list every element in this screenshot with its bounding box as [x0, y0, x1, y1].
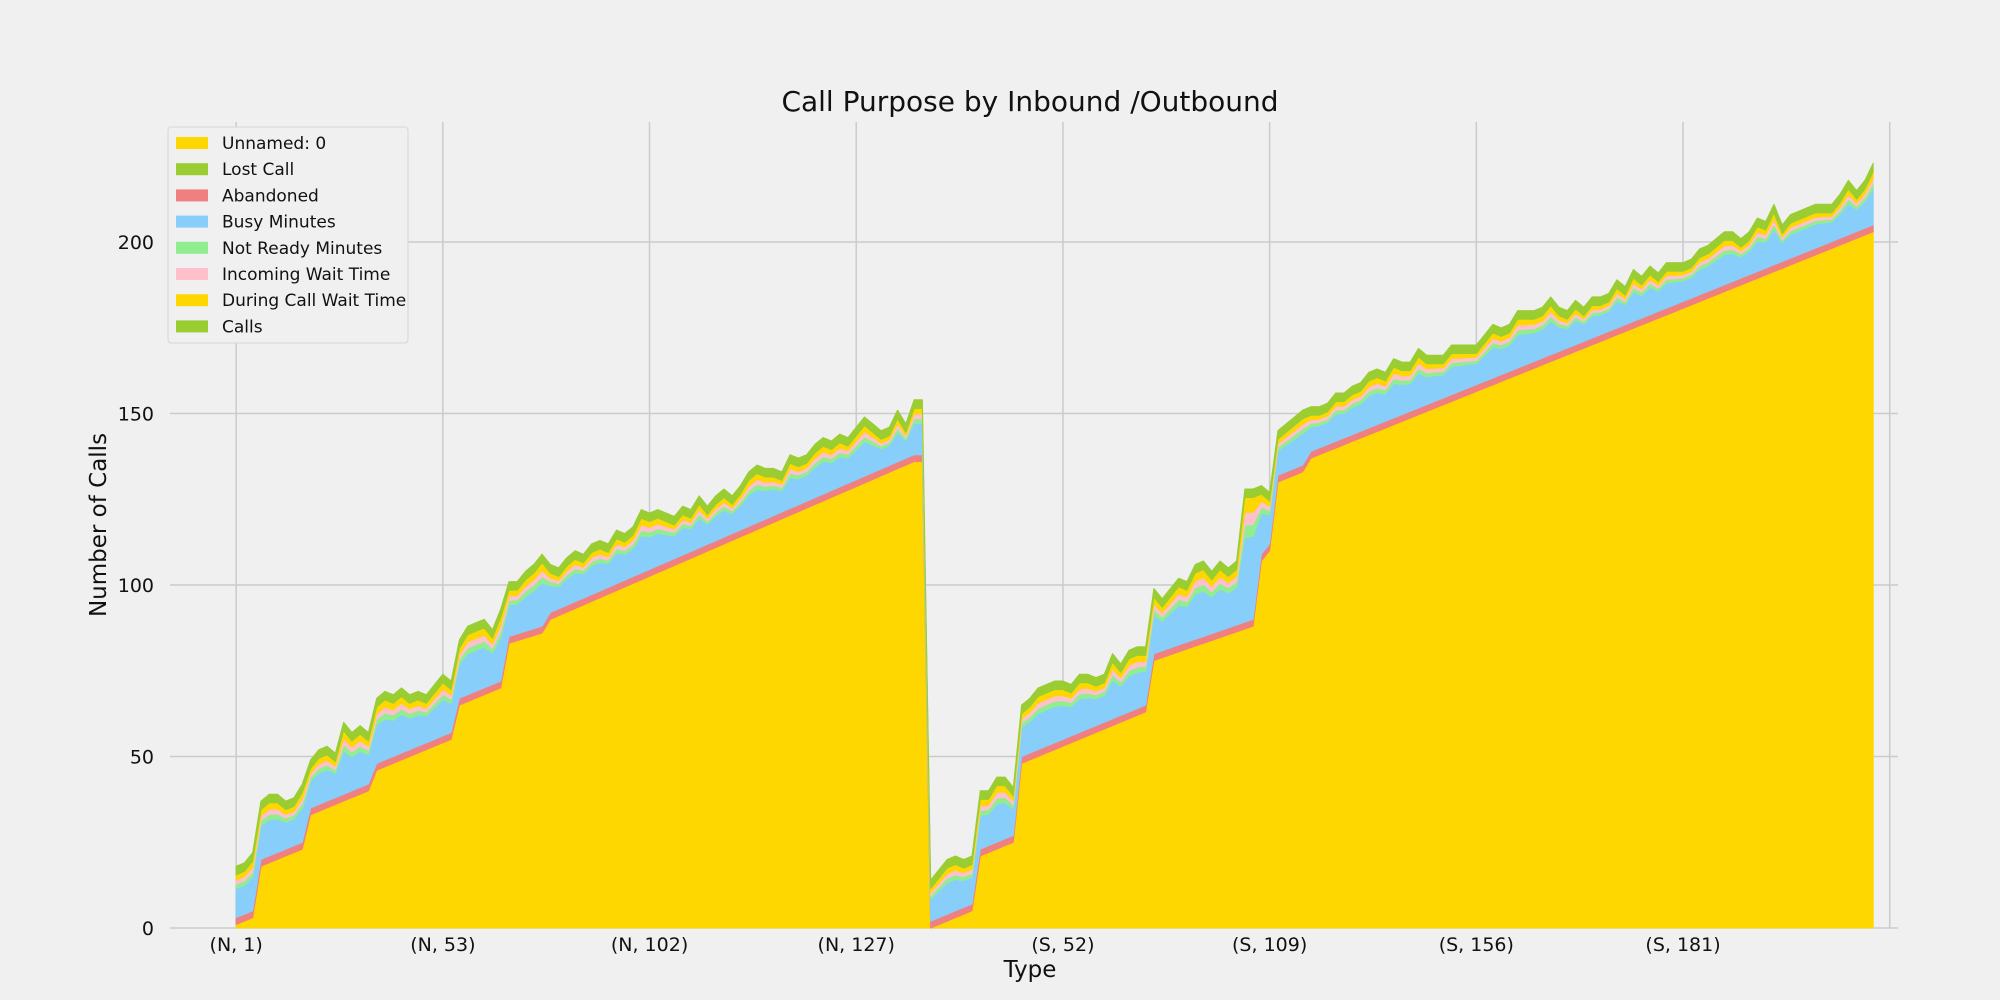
legend-item: Not Ready Minutes — [176, 239, 382, 259]
y-tick-label: 0 — [142, 918, 154, 940]
x-tick-label: (N, 102) — [611, 934, 688, 956]
x-tick-label: (N, 53) — [410, 934, 475, 956]
legend-label: Not Ready Minutes — [222, 239, 382, 259]
area-calls — [235, 162, 1874, 890]
x-tick-label: (S, 156) — [1439, 934, 1514, 956]
legend-swatch — [176, 137, 208, 149]
legend-label: Abandoned — [222, 186, 319, 206]
legend-frame — [167, 126, 409, 344]
chart-title: Call Purpose by Inbound /Outbound — [781, 85, 1278, 118]
legend-item: Calls — [176, 317, 263, 337]
y-axis-title: Number of Calls — [86, 433, 112, 617]
stacked-areas — [235, 162, 1874, 929]
legend-item: Lost Call — [176, 160, 294, 180]
x-tick-label: (N, 127) — [818, 934, 895, 956]
x-tick-label: (N, 1) — [210, 934, 263, 956]
legend-item: Busy Minutes — [176, 213, 336, 233]
legend-swatch — [176, 189, 208, 202]
legend-swatch — [176, 268, 208, 280]
x-tick-label: (S, 181) — [1645, 934, 1720, 956]
legend-label: Lost Call — [222, 160, 294, 180]
legend-item: Incoming Wait Time — [176, 265, 390, 285]
y-tick-label: 200 — [118, 232, 154, 254]
legend-label: During Call Wait Time — [222, 291, 406, 311]
legend-swatch — [176, 320, 208, 333]
legend-swatch — [176, 294, 208, 307]
x-axis-ticks: (N, 1) (N, 53) (N, 102) (N, 127) (S, 52) (S, … — [210, 934, 1721, 956]
legend-label: Unnamed: 0 — [222, 134, 326, 154]
y-axis-ticks: 0 50 100 150 200 — [118, 232, 154, 940]
legend-label: Busy Minutes — [222, 213, 336, 233]
legend-item: Abandoned — [176, 186, 319, 206]
x-tick-label: (S, 109) — [1232, 934, 1307, 956]
legend: Unnamed: 0 Lost Call Abandoned Busy Minutes… — [167, 126, 409, 344]
legend-label: Calls — [222, 317, 263, 337]
y-tick-label: 150 — [118, 404, 154, 426]
x-tick-label: (S, 52) — [1031, 934, 1094, 956]
legend-swatch — [176, 163, 208, 176]
legend-label: Incoming Wait Time — [222, 265, 390, 285]
y-tick-label: 100 — [118, 575, 154, 597]
x-axis-title: Type — [1003, 957, 1057, 983]
y-tick-label: 50 — [130, 747, 154, 769]
legend-item: During Call Wait Time — [176, 291, 406, 311]
legend-swatch — [176, 241, 208, 254]
legend-item: Unnamed: 0 — [176, 134, 326, 154]
legend-swatch — [176, 215, 208, 228]
